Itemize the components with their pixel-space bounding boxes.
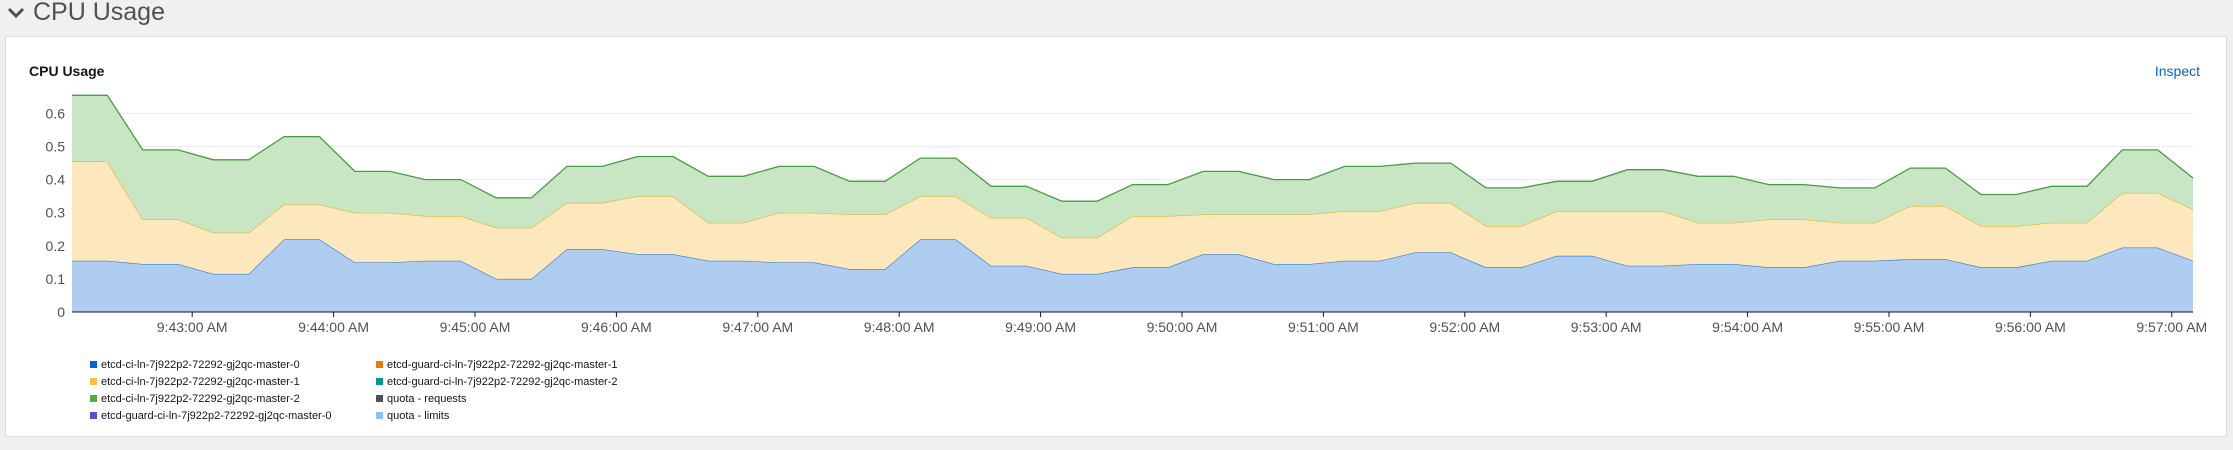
- x-tick-label: 9:49:00 AM: [1005, 319, 1076, 335]
- x-tick-label: 9:43:00 AM: [157, 319, 228, 335]
- legend-label: etcd-guard-ci-ln-7j922p2-72292-gj2qc-mas…: [387, 375, 618, 388]
- section-header[interactable]: CPU Usage: [0, 0, 2233, 28]
- area-series-2: [72, 95, 2193, 238]
- x-tick-label: 9:53:00 AM: [1571, 319, 1642, 335]
- legend-label: etcd-ci-ln-7j922p2-72292-gj2qc-master-1: [101, 375, 300, 388]
- legend-swatch: [376, 395, 383, 402]
- x-tick-label: 9:48:00 AM: [864, 319, 935, 335]
- cpu-usage-chart: 0 0.1 0.2 0.3 0.4 0.5 0.6 9:43:00 AM 9:44:00 AM 9…: [46, 94, 2207, 335]
- x-tick-label: 9:50:00 AM: [1147, 319, 1218, 335]
- y-tick-label: 0.6: [46, 105, 66, 121]
- section-title: CPU Usage: [33, 0, 165, 26]
- legend-label: etcd-ci-ln-7j922p2-72292-gj2qc-master-0: [101, 358, 300, 371]
- x-tick-label: 9:52:00 AM: [1429, 319, 1500, 335]
- legend-item[interactable]: quota - requests: [376, 390, 662, 407]
- legend-item[interactable]: etcd-guard-ci-ln-7j922p2-72292-gj2qc-mas…: [376, 373, 662, 390]
- legend-swatch: [376, 361, 383, 368]
- x-tick-label: 9:45:00 AM: [440, 319, 511, 335]
- x-tick-label: 9:51:00 AM: [1288, 319, 1359, 335]
- x-tick-label: 9:57:00 AM: [2136, 319, 2207, 335]
- legend-swatch: [376, 378, 383, 385]
- legend-item[interactable]: etcd-ci-ln-7j922p2-72292-gj2qc-master-1: [90, 373, 376, 390]
- y-tick-label: 0.4: [46, 172, 66, 188]
- legend-swatch: [376, 412, 383, 419]
- y-tick-label: 0.5: [46, 139, 66, 155]
- legend-item[interactable]: etcd-guard-ci-ln-7j922p2-72292-gj2qc-mas…: [90, 407, 376, 424]
- x-tick-label: 9:44:00 AM: [298, 319, 369, 335]
- legend-label: etcd-guard-ci-ln-7j922p2-72292-gj2qc-mas…: [101, 409, 332, 422]
- y-tick-label: 0.2: [46, 238, 66, 254]
- legend-item[interactable]: quota - limits: [376, 407, 662, 424]
- y-tick-label: 0.3: [46, 205, 66, 221]
- legend-label: quota - limits: [387, 409, 450, 422]
- chevron-down-icon[interactable]: [6, 3, 26, 23]
- line-series-2: [72, 94, 2194, 202]
- area-series-0: [72, 239, 2193, 312]
- legend-item[interactable]: etcd-ci-ln-7j922p2-72292-gj2qc-master-0: [90, 356, 376, 373]
- legend-swatch: [90, 412, 97, 419]
- area-series-1: [72, 161, 2193, 279]
- inspect-link[interactable]: Inspect: [2154, 63, 2200, 79]
- x-tick-label: 9:54:00 AM: [1712, 319, 1783, 335]
- legend-item[interactable]: etcd-ci-ln-7j922p2-72292-gj2qc-master-2: [90, 390, 376, 407]
- y-tick-label: 0: [57, 304, 65, 320]
- x-tick-label: 9:56:00 AM: [1995, 319, 2066, 335]
- legend-swatch: [90, 361, 97, 368]
- legend-item[interactable]: etcd-guard-ci-ln-7j922p2-72292-gj2qc-mas…: [376, 356, 662, 373]
- x-tick-label: 9:55:00 AM: [1854, 319, 1925, 335]
- legend-label: etcd-guard-ci-ln-7j922p2-72292-gj2qc-mas…: [387, 358, 618, 371]
- chart-card: CPU Usage Inspect 0 0.1 0.2 0.3 0.4 0.5 0.6 9:4…: [5, 36, 2227, 437]
- y-tick-label: 0.1: [46, 271, 66, 287]
- legend-label: quota - requests: [387, 392, 467, 405]
- legend-swatch: [90, 395, 97, 402]
- legend-label: etcd-ci-ln-7j922p2-72292-gj2qc-master-2: [101, 392, 300, 405]
- chart-legend: etcd-ci-ln-7j922p2-72292-gj2qc-master-0 e…: [90, 356, 662, 424]
- x-tick-label: 9:47:00 AM: [722, 319, 793, 335]
- x-tick-label: 9:46:00 AM: [581, 319, 652, 335]
- chart-title: CPU Usage: [29, 63, 105, 79]
- legend-swatch: [90, 378, 97, 385]
